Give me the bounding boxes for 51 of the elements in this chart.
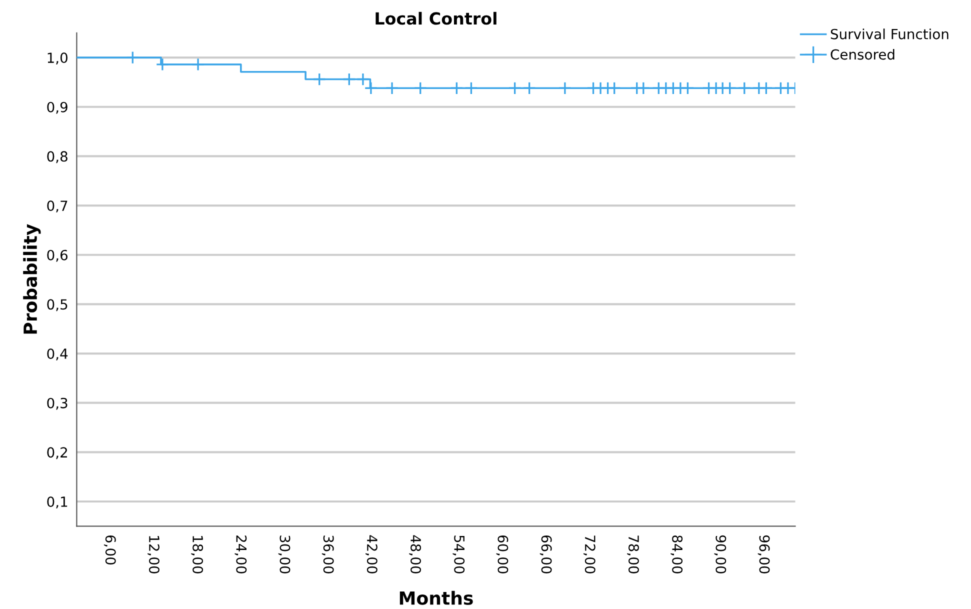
y-tick-label: 0,4 <box>47 348 68 360</box>
y-tick-label: 0,8 <box>47 151 68 164</box>
x-tick-label: 30,00 <box>278 536 290 574</box>
point <box>414 81 428 95</box>
x-tick-label: 60,00 <box>496 535 508 574</box>
point <box>738 81 752 95</box>
point <box>522 81 536 95</box>
x-tick-label: 72,00 <box>583 536 596 574</box>
x-tick-label: 12,00 <box>148 536 160 574</box>
legend-label: Survival Function <box>830 28 948 40</box>
point <box>356 72 370 86</box>
point <box>156 58 170 72</box>
point <box>608 81 621 95</box>
point <box>385 81 399 95</box>
point <box>760 81 773 95</box>
point <box>681 81 694 95</box>
x-tick-label: 66,00 <box>540 535 552 574</box>
y-tick-label: 0,5 <box>47 299 68 312</box>
point <box>342 72 356 86</box>
point <box>364 81 378 95</box>
point <box>464 81 478 95</box>
x-tick-label: 6,00 <box>104 535 116 565</box>
y-axis-title: Probability <box>23 224 41 334</box>
y-tick-label: 0,2 <box>47 447 67 460</box>
legend-label: Censored <box>830 48 894 60</box>
point <box>450 81 464 95</box>
point <box>191 58 205 72</box>
y-tick-label: 0,3 <box>47 398 68 410</box>
point <box>508 81 522 95</box>
point <box>636 81 650 95</box>
x-axis-title: Months <box>400 590 473 605</box>
point <box>723 81 737 95</box>
x-tick-label: 90,00 <box>714 535 726 574</box>
x-tick-label: 54,00 <box>452 536 465 574</box>
x-tick-label: 24,00 <box>234 536 247 574</box>
x-tick-label: 84,00 <box>670 535 683 574</box>
y-tick-label: 1,0 <box>48 52 68 64</box>
point <box>312 72 326 86</box>
x-tick-label: 18,00 <box>191 536 204 574</box>
chart-title: Local Control <box>376 12 496 25</box>
x-tick-label: 48,00 <box>409 535 422 574</box>
x-tick-label: 78,00 <box>627 536 639 574</box>
y-tick-label: 0,9 <box>47 102 68 114</box>
y-tick-label: 0,7 <box>47 200 68 212</box>
y-tick-label: 0,6 <box>47 250 68 262</box>
x-tick-label: 36,00 <box>322 536 334 574</box>
x-tick-label: 42,00 <box>366 535 378 574</box>
point <box>126 50 140 64</box>
point <box>558 81 572 95</box>
y-tick-label: 0,1 <box>47 496 68 508</box>
x-tick-label: 96,00 <box>758 535 770 574</box>
